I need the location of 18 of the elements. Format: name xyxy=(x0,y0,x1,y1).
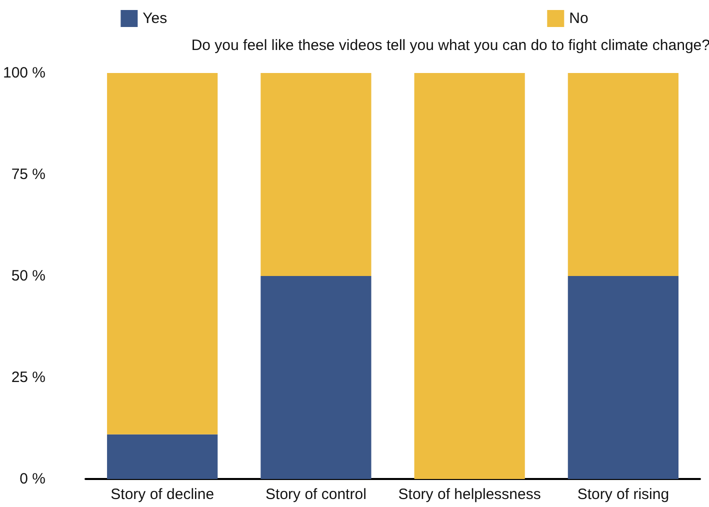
x-tick-label: Story of helplessness xyxy=(398,486,541,503)
bar xyxy=(568,73,678,276)
bar xyxy=(260,276,372,479)
legend-label: No xyxy=(569,10,588,27)
bar xyxy=(260,73,372,276)
bar xyxy=(568,276,678,479)
x-tick-label: Story of rising xyxy=(577,486,670,503)
y-tick-label: 0 % xyxy=(20,470,46,488)
y-tick-label: 100 % xyxy=(2,64,46,82)
x-tick-label: Story of decline xyxy=(110,486,214,503)
bar xyxy=(107,434,218,479)
x-tick-label: Story of control xyxy=(266,486,366,503)
y-tick-label: 50 % xyxy=(11,268,46,284)
bar xyxy=(107,73,218,434)
bar xyxy=(414,73,525,479)
y-tick-label: 75 % xyxy=(11,166,46,183)
y-tick-label: 25 % xyxy=(11,369,46,386)
legend-label: Yes xyxy=(142,10,168,27)
